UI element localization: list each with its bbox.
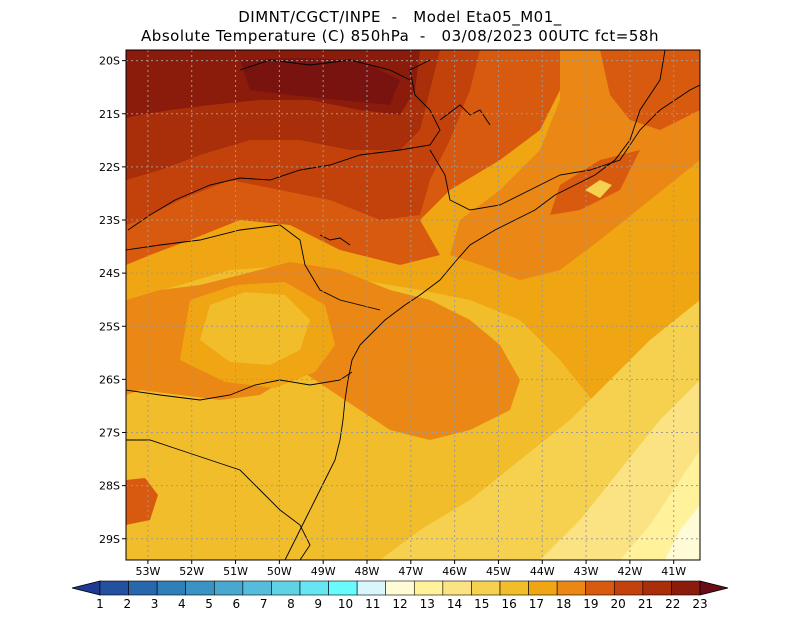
lon-tick-label: 49W [311, 565, 336, 578]
state-border-6 [126, 439, 311, 560]
colorbar-swatch [556, 580, 587, 596]
colorbar-swatch [128, 580, 158, 596]
colorbar-label: 13 [420, 597, 435, 611]
colorbar-swatch [471, 580, 501, 596]
lon-tick-label: 41W [661, 565, 686, 578]
colorbar-label: 22 [665, 597, 680, 611]
coastline [284, 50, 666, 560]
map-grid [126, 50, 700, 560]
chart-title-line-2: Absolute Temperature (C) 850hPa - 03/08/… [141, 27, 659, 45]
lon-tick-label: 50W [267, 565, 292, 578]
map-frame [125, 49, 701, 561]
colorbar-label: 11 [365, 597, 380, 611]
state-border-2 [239, 59, 411, 81]
colorbar-label: 18 [556, 597, 571, 611]
colorbar-swatch [585, 580, 615, 596]
colorbar-label: 3 [151, 597, 159, 611]
lon-tick-label: 43W [574, 565, 599, 578]
lat-tick-label: 24S [99, 267, 120, 280]
contour-19-east [600, 50, 700, 130]
colorbar-label: 23 [692, 597, 707, 611]
colorbar-swatch [385, 580, 415, 596]
lon-tick-label: 47W [398, 565, 423, 578]
colorbar-swatch [528, 580, 558, 596]
lat-tick-label: 23S [99, 214, 120, 227]
colorbar-swatch [413, 580, 444, 596]
colorbar-label: 2 [123, 597, 131, 611]
lat-tick-label: 21S [99, 108, 120, 121]
colorbar-swatch [499, 580, 529, 596]
state-border-3 [429, 84, 700, 211]
contour-18-sw [126, 478, 158, 525]
colorbar-label: 20 [611, 597, 626, 611]
colorbar-label: 6 [233, 597, 241, 611]
colorbar-label: 9 [314, 597, 322, 611]
longitude-axis: 53W 52W 51W 50W 49W 48W 47W 46W 45W 44W 43W 42W 41W [135, 560, 686, 578]
lat-tick-label: 27S [99, 427, 120, 440]
colorbar-label: 7 [260, 597, 268, 611]
river-1 [439, 104, 491, 126]
lat-tick-label: 25S [99, 320, 120, 333]
lat-tick-label: 20S [99, 55, 120, 68]
colorbar-label: 16 [501, 597, 516, 611]
state-border-1 [127, 59, 441, 231]
colorbar-label: 17 [529, 597, 544, 611]
colorbar-label: 15 [474, 597, 489, 611]
colorbar-swatch [242, 580, 272, 596]
colorbar-label: 21 [638, 597, 653, 611]
lon-tick-label: 52W [179, 565, 204, 578]
colorbar-swatch [642, 580, 672, 596]
contour-15-coast-patch [585, 180, 612, 198]
colorbar-swatch [213, 580, 244, 596]
colorbar-swatch [328, 580, 358, 596]
lon-tick-label: 51W [223, 565, 248, 578]
lon-tick-label: 48W [355, 565, 380, 578]
colorbar-arrow-low [71, 580, 101, 596]
lon-tick-label: 46W [442, 565, 467, 578]
colorbar-label: 8 [287, 597, 295, 611]
colorbar-swatch [99, 580, 129, 596]
lat-tick-label: 29S [99, 533, 120, 546]
contour-22 [240, 58, 400, 105]
colorbar: 1 2 3 4 5 6 7 8 9 10 11 12 13 14 15 16 17 18 19 20 21 22 23 [71, 580, 729, 611]
colorbar-label: 12 [392, 597, 407, 611]
colorbar-label: 1 [96, 597, 104, 611]
colorbar-arrow-high [699, 580, 729, 596]
river-2 [319, 234, 351, 246]
colorbar-swatch [613, 580, 644, 596]
temperature-field [126, 50, 700, 560]
latitude-axis: 20S 21S 22S 23S 24S 25S 26S 27S 28S 29S [99, 55, 126, 546]
colorbar-label: 5 [205, 597, 213, 611]
contour-19-coast [550, 150, 640, 215]
colorbar-label: 10 [338, 597, 353, 611]
colorbar-swatch [671, 580, 701, 596]
coastlines-borders [126, 50, 700, 560]
lon-tick-label: 45W [486, 565, 511, 578]
contour-15-inner [200, 292, 310, 365]
colorbar-swatch [271, 580, 301, 596]
lon-tick-label: 44W [530, 565, 555, 578]
colorbar-swatch [299, 580, 329, 596]
colorbar-label: 4 [178, 597, 186, 611]
colorbar-swatch [442, 580, 472, 596]
lat-tick-label: 26S [99, 373, 120, 386]
state-border-4 [126, 224, 381, 311]
colorbar-label: 14 [447, 597, 462, 611]
lat-tick-label: 22S [99, 161, 120, 174]
state-border-5 [126, 371, 353, 401]
lon-tick-label: 42W [617, 565, 642, 578]
colorbar-swatch [156, 580, 187, 596]
lat-tick-label: 28S [99, 480, 120, 493]
colorbar-swatch [185, 580, 215, 596]
colorbar-label: 19 [583, 597, 598, 611]
lon-tick-label: 53W [135, 565, 160, 578]
colorbar-swatch [356, 580, 387, 596]
chart-title-line-1: DIMNT/CGCT/INPE - Model Eta05_M01_ [238, 8, 562, 26]
